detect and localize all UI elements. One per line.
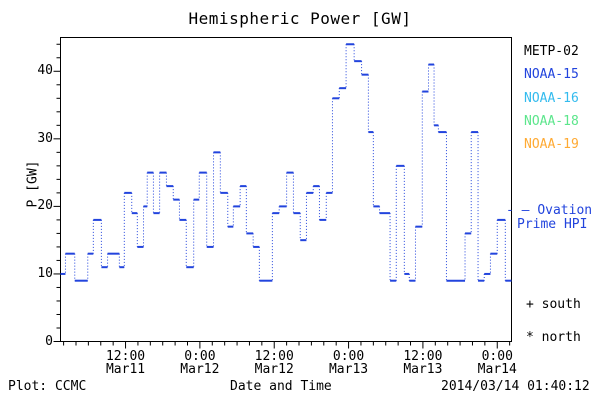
x-tick-label: 0:00 Mar12 xyxy=(160,350,240,376)
x-tick-time: 0:00 xyxy=(481,349,513,364)
x-tick-label: 12:00 Mar11 xyxy=(86,350,166,376)
legend-line-sample-row: - — Ovation xyxy=(506,204,592,218)
legend-item-metp-02: METP-02 xyxy=(524,44,579,59)
x-tick-label: 12:00 Mar13 xyxy=(383,350,463,376)
y-tick-label: 20 xyxy=(37,198,53,214)
legend-ovation-label-line2: Prime HPI xyxy=(517,217,588,232)
y-tick-label: 10 xyxy=(37,265,53,281)
y-tick-label: 30 xyxy=(37,130,53,146)
x-tick-date: Mar13 xyxy=(403,362,443,377)
x-tick-time: 0:00 xyxy=(184,349,216,364)
y-tick-label: 40 xyxy=(37,63,53,79)
x-tick-time: 12:00 xyxy=(403,349,443,364)
legend-item-noaa-16: NOAA-16 xyxy=(524,90,579,106)
legend-item-noaa-19: NOAA-19 xyxy=(524,137,579,152)
x-tick-label: 0:00 Mar13 xyxy=(309,350,389,376)
timestamp: 2014/03/14 01:40:12 xyxy=(441,379,590,394)
x-tick-date: Mar12 xyxy=(254,362,294,377)
legend-item-noaa-18: NOAA-18 xyxy=(524,113,579,129)
chart-title: Hemispheric Power [GW] xyxy=(188,9,412,28)
legend-ovation-prime-hpi: - — Ovation Prime HPI xyxy=(506,204,592,232)
x-tick-time: 12:00 xyxy=(105,349,146,364)
x-tick-date: Mar13 xyxy=(328,362,369,377)
x-axis-label: Date and Time xyxy=(230,379,332,394)
x-tick-label: 0:00 Mar14 xyxy=(457,350,537,376)
x-tick-date: Mar12 xyxy=(180,362,220,377)
x-tick-date: Mar14 xyxy=(477,362,517,377)
dash-line-sample: - — xyxy=(506,203,530,218)
legend-south-marker: + south xyxy=(526,297,581,312)
x-tick-time: 0:00 xyxy=(332,349,365,364)
x-tick-time: 12:00 xyxy=(254,349,294,364)
axes-frame xyxy=(60,37,512,342)
y-tick-label: 0 xyxy=(45,333,53,349)
legend-item-noaa-15: NOAA-15 xyxy=(524,67,579,83)
legend-north-marker: * north xyxy=(526,330,581,345)
x-tick-label: 12:00 Mar12 xyxy=(234,350,314,376)
plot-credit: Plot: CCMC xyxy=(8,379,87,394)
legend-ovation-label-line1: Ovation xyxy=(537,203,593,218)
x-tick-date: Mar11 xyxy=(105,362,146,377)
